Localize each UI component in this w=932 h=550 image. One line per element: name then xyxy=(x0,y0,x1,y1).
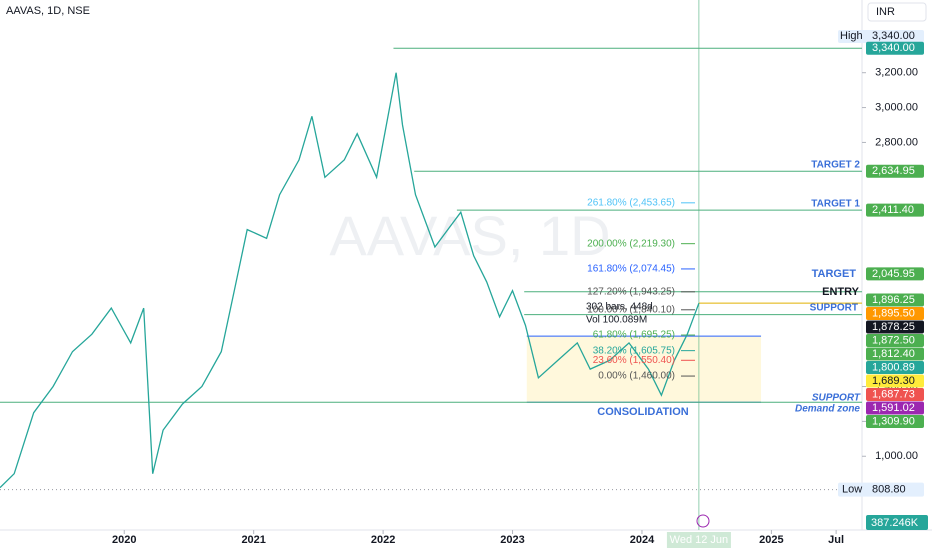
measure-vol: Vol 100.089M xyxy=(586,315,647,326)
consolidation-zone xyxy=(526,336,762,403)
fib-label: 23.60% (1,550.40) xyxy=(593,355,675,366)
fib-label: 161.80% (2,074.45) xyxy=(587,264,675,275)
price-tag xyxy=(866,203,924,217)
high-name: High xyxy=(840,30,863,42)
x-tick-label: 2022 xyxy=(371,534,395,546)
high-box xyxy=(838,30,924,43)
x-tick-label: Jul xyxy=(828,534,844,546)
annotation: SUPPORT xyxy=(812,393,861,404)
high-value: 3,340.00 xyxy=(872,30,915,42)
price-tag xyxy=(866,414,924,428)
x-tick-label: 2021 xyxy=(241,534,265,546)
crosshair-tag xyxy=(666,532,731,548)
annotation: TARGET 1 xyxy=(811,199,860,210)
y-tick-label: 3,000.00 xyxy=(875,101,918,113)
fib-label: 0.00% (1,460.00) xyxy=(598,371,675,382)
annotation: TARGET xyxy=(812,268,857,280)
price-tag-label: 1,812.40 xyxy=(872,348,915,360)
price-line xyxy=(0,72,700,489)
annotation: TARGET 2 xyxy=(811,160,860,171)
price-tag xyxy=(866,41,924,55)
price-tag-label: 1,896.25 xyxy=(872,294,915,306)
fib-label: 200.00% (2,219.30) xyxy=(587,238,675,249)
low-name: Low xyxy=(842,483,862,495)
measure-bars: 302 bars, 448d xyxy=(586,302,653,313)
y-tick-label: 2,800.00 xyxy=(875,136,918,148)
price-tag-label: 1,895.50 xyxy=(872,307,915,319)
annotation: ENTRY xyxy=(822,286,860,298)
currency[interactable]: INR xyxy=(876,6,895,18)
chart-title: AAVAS, 1D, NSE xyxy=(6,5,90,17)
price-tag-label: 1,689.30 xyxy=(872,375,915,387)
event-icon[interactable] xyxy=(696,514,710,528)
price-tag xyxy=(866,267,924,281)
price-tag xyxy=(866,306,924,320)
price-tag-label: 2,411.40 xyxy=(872,204,914,216)
price-tag xyxy=(866,374,924,388)
crosshair-label: Wed 12 Jun xyxy=(670,534,729,546)
price-tag xyxy=(866,360,924,374)
price-tag xyxy=(866,293,924,307)
price-tag-label: 2,634.95 xyxy=(872,165,915,177)
annotation: CONSOLIDATION xyxy=(597,406,689,418)
fib-label: 100.00% (1,840.10) xyxy=(587,304,675,315)
y-tick-label: 1,000.00 xyxy=(875,450,918,462)
x-tick-label: 2020 xyxy=(112,534,136,546)
price-tag-label: 1,878.25 xyxy=(872,321,915,333)
price-tag-label: 1,591.02 xyxy=(872,402,915,414)
fib-label: 261.80% (2,453.65) xyxy=(587,197,675,208)
watermark: AAVAS, 1D xyxy=(329,204,610,267)
x-tick-label: 2024 xyxy=(630,534,655,546)
fib-label: 61.80% (1,695.25) xyxy=(593,330,675,341)
price-tag xyxy=(866,320,924,334)
price-tag-label: 2,045.95 xyxy=(872,268,915,280)
currency-box[interactable] xyxy=(867,2,927,22)
x-tick-label: 2023 xyxy=(500,534,524,546)
price-tag-label: 1,800.89 xyxy=(872,361,915,373)
price-tag xyxy=(866,387,924,401)
price-tag xyxy=(866,401,924,415)
fib-label: 127.20% (1,943.25) xyxy=(587,286,675,297)
low-value: 808.80 xyxy=(872,483,906,495)
price-tag-label: 3,340.00 xyxy=(872,42,915,54)
x-tick-label: 2025 xyxy=(759,534,783,546)
price-tag-label: 1,872.50 xyxy=(872,334,915,346)
low-box xyxy=(838,482,924,497)
price-tag xyxy=(866,347,924,361)
price-tag xyxy=(866,164,924,178)
y-tick-label: 3,200.00 xyxy=(875,67,918,79)
price-tag-label: 1,687.73 xyxy=(872,388,915,400)
price-tag-label: 1,309.90 xyxy=(872,415,915,427)
price-tag xyxy=(866,333,924,347)
annotation: SUPPORT xyxy=(810,303,858,314)
volume-label: 387.246K xyxy=(871,517,919,529)
annotation: Demand zone xyxy=(795,404,860,415)
volume-tag xyxy=(866,515,928,530)
fib-label: 38.20% (1,605.75) xyxy=(593,345,675,356)
